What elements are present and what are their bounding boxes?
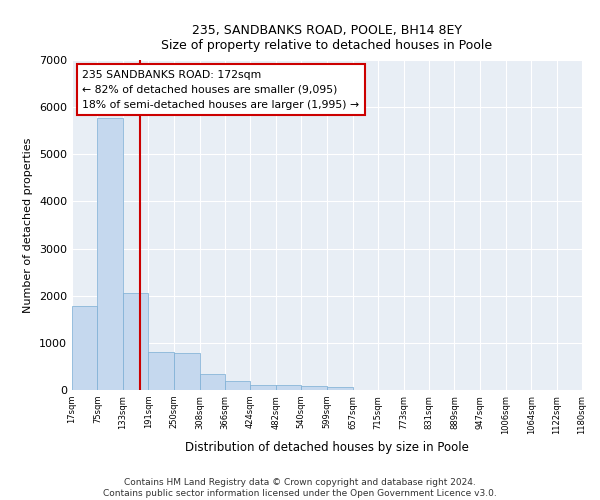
Bar <box>123 293 148 390</box>
Bar <box>276 386 301 390</box>
Bar <box>250 385 276 390</box>
Bar <box>327 386 353 390</box>
X-axis label: Distribution of detached houses by size in Poole: Distribution of detached houses by size … <box>185 441 469 454</box>
Bar <box>148 352 174 390</box>
Text: Contains HM Land Registry data © Crown copyright and database right 2024.
Contai: Contains HM Land Registry data © Crown c… <box>103 478 497 498</box>
Y-axis label: Number of detached properties: Number of detached properties <box>23 138 34 312</box>
Bar <box>301 386 327 390</box>
Text: 235 SANDBANKS ROAD: 172sqm
← 82% of detached houses are smaller (9,095)
18% of s: 235 SANDBANKS ROAD: 172sqm ← 82% of deta… <box>82 70 359 110</box>
Title: 235, SANDBANKS ROAD, POOLE, BH14 8EY
Size of property relative to detached house: 235, SANDBANKS ROAD, POOLE, BH14 8EY Siz… <box>161 24 493 52</box>
Bar <box>225 381 250 390</box>
Bar <box>200 374 225 390</box>
Bar <box>72 306 97 390</box>
Bar <box>97 118 123 390</box>
Bar <box>174 353 200 390</box>
